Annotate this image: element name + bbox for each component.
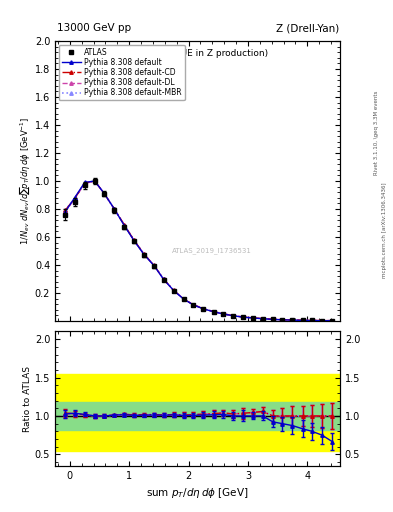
Y-axis label: $1/N_{ev}$ $dN_{ev}/d\!\sum\!p_T/d\eta\,d\phi$ [GeV$^{-1}$]: $1/N_{ev}$ $dN_{ev}/d\!\sum\!p_T/d\eta\,… [18,117,32,245]
Text: Rivet 3.1.10, \geq 3.3M events: Rivet 3.1.10, \geq 3.3M events [374,91,379,175]
Text: ATLAS_2019_I1736531: ATLAS_2019_I1736531 [172,248,252,254]
Text: mcplots.cern.ch [arXiv:1306.3436]: mcplots.cern.ch [arXiv:1306.3436] [382,183,387,278]
Text: 13000 GeV pp: 13000 GeV pp [57,23,131,33]
Y-axis label: Ratio to ATLAS: Ratio to ATLAS [23,366,32,432]
X-axis label: sum $p_T/d\eta\,d\phi$ [GeV]: sum $p_T/d\eta\,d\phi$ [GeV] [146,486,249,500]
Text: Nch (ATLAS UE in Z production): Nch (ATLAS UE in Z production) [127,49,268,58]
Text: Z (Drell-Yan): Z (Drell-Yan) [275,23,339,33]
Legend: ATLAS, Pythia 8.308 default, Pythia 8.308 default-CD, Pythia 8.308 default-DL, P: ATLAS, Pythia 8.308 default, Pythia 8.30… [59,45,185,100]
